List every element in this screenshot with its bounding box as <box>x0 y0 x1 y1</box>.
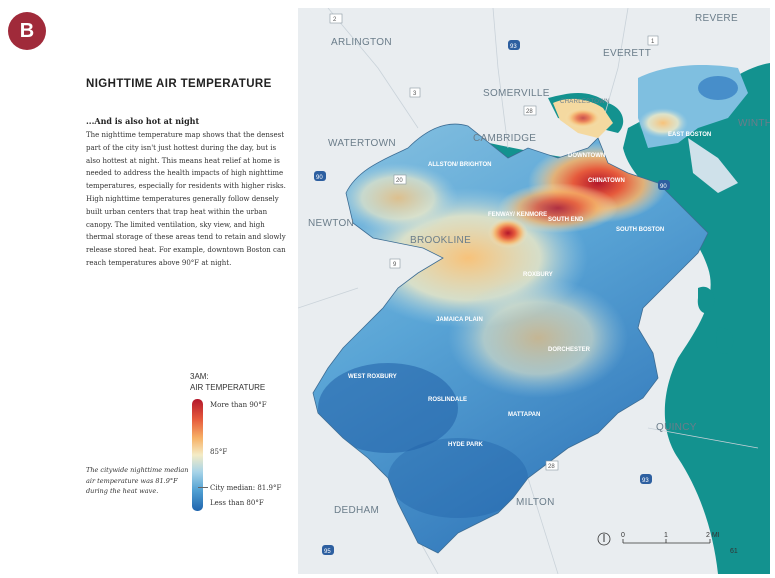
body-paragraph: The nighttime temperature map shows that… <box>86 131 286 267</box>
panel-badge: B <box>8 12 46 50</box>
label-arlington: ARLINGTON <box>331 37 392 48</box>
route-shield-93-north: 93 <box>508 40 520 50</box>
label-cambridge: CAMBRIDGE <box>473 133 536 144</box>
route-93s-text: 93 <box>642 478 649 484</box>
label-downtown: DOWNTOWN <box>568 153 605 159</box>
route-95-text: 95 <box>324 549 331 555</box>
legend-title-line1: 3AM: <box>190 372 209 381</box>
label-roxbury: ROXBURY <box>523 272 553 278</box>
section-title: NIGHTTIME AIR TEMPERATURE <box>86 78 272 90</box>
label-roslindale: ROSLINDALE <box>428 397 467 403</box>
label-south-end: SOUTH END <box>548 217 584 223</box>
label-watertown: WATERTOWN <box>328 138 396 149</box>
page-number: 61 <box>730 548 738 555</box>
route-shield-90-east: 90 <box>658 180 670 190</box>
legend-title-line2: AIR TEMPERATURE <box>190 383 266 392</box>
label-hyde-park: HYDE PARK <box>448 442 484 448</box>
scale-two: 2 MI <box>706 532 720 539</box>
route-90e-text: 90 <box>660 184 667 190</box>
label-mattapan: MATTAPAN <box>508 412 540 418</box>
label-dedham: DEDHAM <box>334 505 379 516</box>
scale-one: 1 <box>664 532 668 539</box>
north-arrow-icon <box>597 532 611 546</box>
city-boundary <box>312 123 709 554</box>
label-somerville: SOMERVILLE <box>483 88 550 99</box>
route-shield-20: 20 <box>393 174 407 185</box>
route-shield-90-west: 90 <box>314 171 326 181</box>
route-shield-1: 1 <box>647 35 659 46</box>
route-9-text: 9 <box>393 262 397 268</box>
route-20-text: 20 <box>396 178 403 184</box>
label-everett: EVERETT <box>603 48 651 59</box>
label-west-roxbury: WEST ROXBURY <box>348 374 397 380</box>
label-winthrop: WINTHR <box>738 118 770 129</box>
section-subhead: ...And is also hot at night <box>86 116 200 126</box>
label-dorchester: DORCHESTER <box>548 347 591 353</box>
label-chinatown: CHINATOWN <box>588 178 625 184</box>
legend-high-label: More than 90°F <box>210 401 267 409</box>
label-newton: NEWTON <box>308 218 354 229</box>
label-milton: MILTON <box>516 497 555 508</box>
legend-title: 3AM: AIR TEMPERATURE <box>190 371 265 393</box>
route-shield-28-south: 28 <box>545 460 559 471</box>
route-shield-28-north: 28 <box>523 105 537 116</box>
route-shield-9: 9 <box>389 258 401 269</box>
label-east-boston: EAST BOSTON <box>668 132 711 138</box>
legend-mid-label: 85°F <box>210 448 228 456</box>
label-charlestown: CHARLESTOWN <box>560 99 610 105</box>
label-fenway-kenmore: FENWAY/ KENMORE <box>488 212 547 218</box>
label-brookline: BROOKLINE <box>410 235 471 246</box>
route-93n-text: 93 <box>510 44 517 50</box>
route-shields: 2 93 1 3 28 20 90 90 9 28 93 95 <box>314 13 670 555</box>
label-allston-brighton: ALLSTON/ BRIGHTON <box>428 162 491 168</box>
place-labels: ARLINGTON EVERETT REVERE SOMERVILLE CHAR… <box>308 13 770 516</box>
median-note: The citywide nighttime median air temper… <box>86 466 189 495</box>
legend-median-label: City median: 81.9°F <box>210 484 282 492</box>
route-2-text: 2 <box>333 17 337 23</box>
label-south-boston: SOUTH BOSTON <box>616 227 664 233</box>
route-3-text: 3 <box>413 91 417 97</box>
label-quincy: QUINCY <box>656 422 697 433</box>
scale-bar: 0 1 2 MI <box>621 532 720 544</box>
route-shield-2: 2 <box>329 13 343 24</box>
route-shield-93-south: 93 <box>640 474 652 484</box>
heat-map: ARLINGTON EVERETT REVERE SOMERVILLE CHAR… <box>298 8 770 574</box>
route-28s-text: 28 <box>548 464 555 470</box>
route-1-text: 1 <box>651 39 655 45</box>
northern-neighborhoods <box>553 65 748 193</box>
legend-low-label: Less than 80°F <box>210 499 264 507</box>
legend-median-marker <box>198 487 208 488</box>
heat-map-svg: ARLINGTON EVERETT REVERE SOMERVILLE CHAR… <box>298 8 770 574</box>
city-heat-surface <box>313 124 708 554</box>
legend-color-bar <box>192 399 203 511</box>
scale-zero: 0 <box>621 532 625 539</box>
route-shield-95: 95 <box>322 545 334 555</box>
label-revere: REVERE <box>695 13 738 24</box>
label-jamaica-plain: JAMAICA PLAIN <box>436 317 483 323</box>
route-shield-3: 3 <box>409 87 421 98</box>
route-90w-text: 90 <box>316 175 323 181</box>
route-28n-text: 28 <box>526 109 533 115</box>
